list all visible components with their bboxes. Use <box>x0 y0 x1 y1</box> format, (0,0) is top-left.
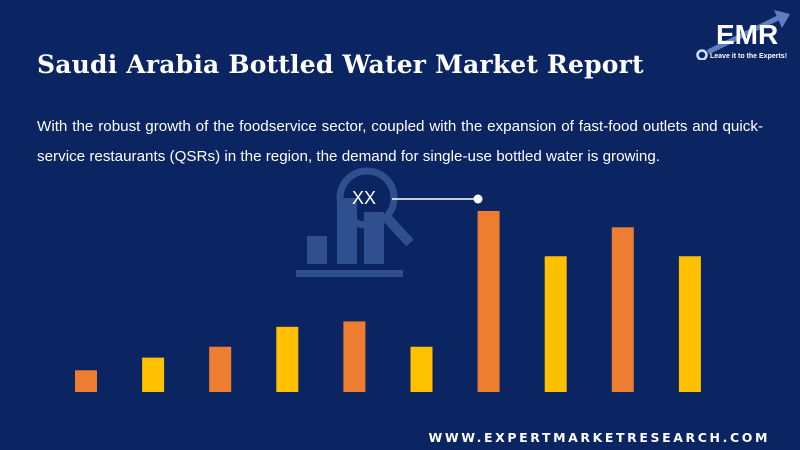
bar-4 <box>276 326 299 392</box>
bar-6 <box>410 346 433 392</box>
page-title: Saudi Arabia Bottled Water Market Report <box>37 50 644 79</box>
bar-10 <box>678 256 701 392</box>
emr-logo: EMR Leave it to the Experts! <box>696 10 790 60</box>
bar-9 <box>611 227 634 392</box>
bar-2 <box>142 357 165 392</box>
svg-text:EMR: EMR <box>716 19 778 50</box>
magnifier-chart-icon <box>296 167 414 277</box>
callout-dot <box>473 194 483 204</box>
footer-url[interactable]: WWW.EXPERTMARKETRESEARCH.COM <box>428 430 770 445</box>
description: With the robust growth of the foodservic… <box>37 118 763 165</box>
callout-label: XX <box>352 188 377 208</box>
bar-1 <box>75 370 97 392</box>
bar-7 <box>477 211 500 392</box>
bar-8 <box>544 256 567 392</box>
bar-5 <box>343 321 366 392</box>
bar-3 <box>209 346 232 392</box>
svg-text:Leave it to the Experts!: Leave it to the Experts! <box>710 53 787 60</box>
